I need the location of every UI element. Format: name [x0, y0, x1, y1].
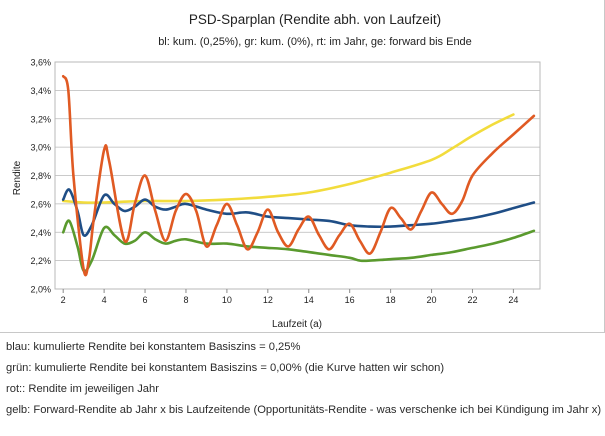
y-tick-label: 3,2%: [30, 114, 51, 124]
x-tick-label: 8: [183, 295, 188, 305]
y-tick-label: 2,4%: [30, 228, 51, 238]
x-tick-label: 2: [61, 295, 66, 305]
chart-subtitle: bl: kum. (0,25%), gr: kum. (0%), rt: im …: [158, 36, 472, 48]
caption-line-gruen: grün: kumulierte Rendite bei konstantem …: [6, 362, 445, 374]
y-tick-label: 2,0%: [30, 285, 51, 295]
axis-ticks: 2,0%2,2%2,4%2,6%2,8%3,0%3,2%3,4%3,6%2 4 6 8…: [30, 58, 518, 306]
x-tick-label: 20: [427, 295, 437, 305]
y-axis-label: Rendite: [12, 160, 23, 195]
caption-line-blau: blau: kumulierte Rendite bei konstantem …: [6, 341, 301, 353]
y-tick-label: 2,2%: [30, 256, 51, 266]
series-line-rot: [61, 74, 536, 277]
x-tick-label: 10: [222, 295, 232, 305]
x-tick-label: 24: [508, 295, 518, 305]
grid: [54, 61, 541, 290]
y-tick-label: 3,6%: [30, 58, 51, 68]
chart-figure: PSD-Sparplan (Rendite abh. von Laufzeit)…: [0, 0, 605, 333]
x-tick-label: 22: [467, 295, 477, 305]
caption-line-rot: rot:: Rendite im jeweiligen Jahr: [6, 383, 159, 395]
series-group: [61, 74, 536, 277]
x-axis-label: Laufzeit (a): [272, 319, 322, 330]
y-tick-label: 2,6%: [30, 199, 51, 209]
x-tick-label: 4: [102, 295, 107, 305]
series-line-gelb: [61, 113, 515, 204]
series-line-grün: [61, 219, 536, 273]
y-tick-label: 3,4%: [30, 86, 51, 96]
series-line-blau: [61, 188, 536, 237]
chart-title: PSD-Sparplan (Rendite abh. von Laufzeit): [189, 12, 441, 27]
y-tick-label: 3,0%: [30, 143, 51, 153]
x-tick-label: 12: [263, 295, 273, 305]
x-tick-label: 16: [345, 295, 355, 305]
x-tick-label: 6: [143, 295, 148, 305]
caption-line-gelb: gelb: Forward-Rendite ab Jahr x bis Lauf…: [6, 404, 602, 416]
chart-canvas: PSD-Sparplan (Rendite abh. von Laufzeit)…: [12, 12, 541, 330]
x-tick-label: 14: [304, 295, 314, 305]
x-tick-label: 18: [386, 295, 396, 305]
y-tick-label: 2,8%: [30, 171, 51, 181]
